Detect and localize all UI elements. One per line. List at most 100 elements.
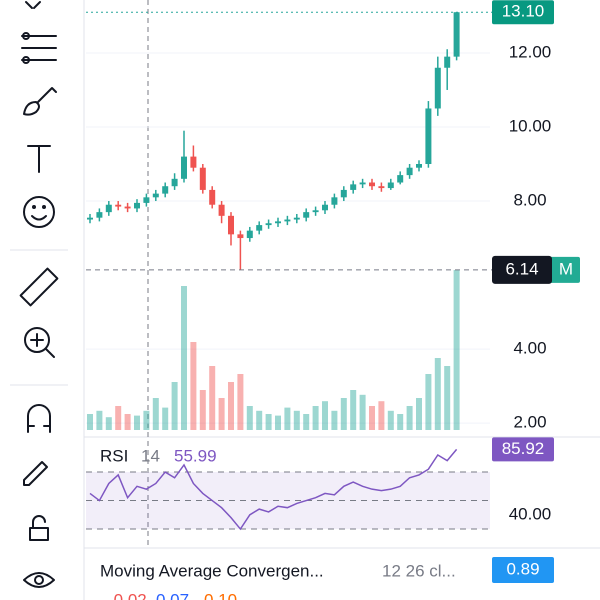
volume-bar bbox=[303, 414, 310, 430]
candle-body bbox=[143, 197, 150, 203]
candle-body bbox=[434, 67, 441, 109]
candle-body bbox=[331, 197, 338, 205]
volume-bar bbox=[444, 366, 451, 430]
volume-bar bbox=[237, 374, 244, 430]
candle-body bbox=[228, 215, 234, 235]
volume-bar bbox=[190, 342, 197, 430]
volume-bar bbox=[199, 390, 206, 430]
candle-body bbox=[152, 193, 159, 198]
candle-body bbox=[340, 189, 347, 198]
volume-bar bbox=[275, 415, 281, 430]
tool-icon[interactable] bbox=[27, 404, 51, 433]
macd-series-value: 0.07 bbox=[156, 590, 189, 600]
tool-icon[interactable] bbox=[23, 572, 55, 588]
volume-bar bbox=[387, 410, 394, 430]
volume-bar bbox=[143, 410, 150, 430]
volume-bar bbox=[96, 410, 103, 430]
candle-body bbox=[397, 175, 404, 183]
tool-icon[interactable] bbox=[21, 32, 57, 64]
macd-series-value: 0.10 bbox=[204, 590, 237, 600]
candle-body bbox=[453, 12, 460, 57]
candle-body bbox=[322, 204, 328, 211]
candle-body bbox=[87, 217, 93, 220]
candle-body bbox=[378, 186, 385, 189]
volume-bar bbox=[369, 406, 375, 430]
tool-icon[interactable] bbox=[23, 196, 55, 228]
plot: 2.00 4.00 8.00 10.00 12.00 13.10 M 6.14 40.00 85.… bbox=[86, 0, 580, 600]
candle-body bbox=[369, 182, 375, 187]
macd-name: Moving Average Convergen... bbox=[100, 561, 324, 580]
volume-bar bbox=[350, 390, 357, 430]
candle-body bbox=[293, 217, 300, 220]
crosshair-tag-box bbox=[548, 256, 580, 283]
macd-params: 12 26 cl... bbox=[382, 561, 456, 580]
candle-body bbox=[209, 189, 216, 205]
candle-body bbox=[303, 212, 310, 218]
volume-bar bbox=[378, 401, 385, 430]
volume-bar bbox=[134, 415, 140, 430]
candle-body bbox=[444, 56, 451, 68]
volume-bar bbox=[340, 398, 347, 430]
candle-body bbox=[246, 230, 253, 239]
candle-body bbox=[115, 204, 122, 207]
candle-body bbox=[199, 167, 206, 190]
rsi-line bbox=[89, 448, 458, 531]
volume-bar bbox=[228, 382, 234, 430]
tool-icon[interactable] bbox=[25, 1, 41, 9]
y-tick-label: 10.00 bbox=[509, 116, 552, 135]
crosshair-tag: M bbox=[559, 259, 573, 278]
crosshair-box bbox=[492, 255, 552, 284]
rsi-ma-value: 55.99 bbox=[174, 446, 217, 465]
candle-body bbox=[181, 156, 187, 179]
candle-body bbox=[171, 178, 178, 187]
candle-body bbox=[350, 184, 357, 190]
volume-bar bbox=[181, 286, 187, 430]
candle-body bbox=[359, 182, 366, 185]
candle-body bbox=[162, 186, 169, 194]
rsi-value: 85.92 bbox=[502, 439, 545, 458]
tool-icon[interactable] bbox=[23, 461, 48, 486]
volume-bar bbox=[406, 406, 413, 430]
tool-icon[interactable] bbox=[19, 267, 59, 307]
volume-bar bbox=[359, 394, 366, 430]
tool-icon[interactable] bbox=[24, 327, 55, 358]
volume-bar bbox=[105, 417, 112, 430]
volume-bar bbox=[115, 406, 122, 430]
volume-bar bbox=[397, 414, 404, 430]
volume-bar bbox=[265, 414, 272, 430]
candle-body bbox=[237, 234, 244, 239]
y-tick-label: 2.00 bbox=[513, 413, 546, 432]
candle-body bbox=[284, 219, 291, 222]
volume-bar bbox=[87, 414, 93, 430]
y-tick-label: 8.00 bbox=[513, 191, 546, 210]
macd-value-box bbox=[492, 557, 554, 583]
tool-icon[interactable] bbox=[23, 87, 57, 116]
volume-bar bbox=[312, 406, 319, 430]
candle-body bbox=[425, 108, 432, 165]
candle-body bbox=[105, 204, 112, 213]
volume-bar bbox=[331, 410, 338, 430]
last-price-box bbox=[492, 0, 554, 25]
candle-body bbox=[218, 204, 225, 216]
volume-bar bbox=[246, 406, 253, 430]
volume-bar bbox=[218, 398, 225, 430]
volume-bar bbox=[425, 374, 432, 430]
last-price-label: 13.10 bbox=[502, 2, 545, 21]
tool-icon[interactable] bbox=[29, 515, 49, 541]
volume-bar bbox=[453, 270, 460, 430]
candle-body bbox=[96, 212, 103, 218]
volume-bar bbox=[124, 414, 131, 430]
macd-series-value: -0.02 bbox=[108, 590, 147, 600]
y-tick-label: 12.00 bbox=[509, 42, 552, 61]
candle-body bbox=[406, 167, 413, 176]
macd-value: 0.89 bbox=[506, 559, 539, 578]
volume-bar bbox=[322, 401, 328, 430]
volume-bar bbox=[256, 410, 263, 430]
rsi-name: RSI bbox=[100, 446, 128, 465]
candle-body bbox=[134, 202, 140, 209]
rsi-value-box bbox=[492, 437, 554, 462]
tool-icon[interactable] bbox=[27, 145, 51, 173]
volume-bar bbox=[293, 410, 300, 430]
